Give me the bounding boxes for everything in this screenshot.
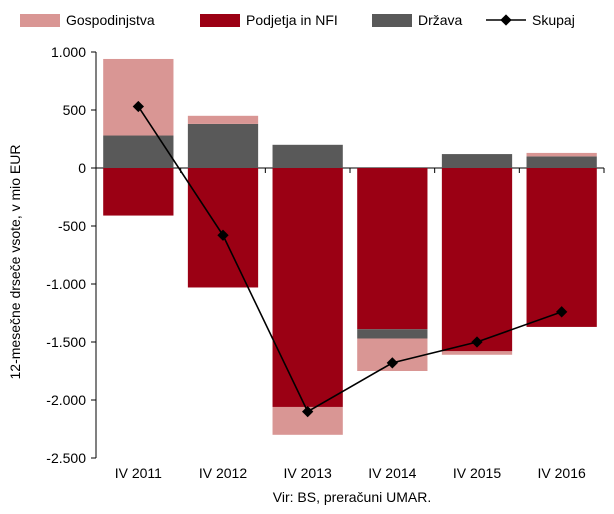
bar-podjetja-in-nfi [187,168,259,288]
total-point [556,306,568,318]
total-point [217,229,229,241]
x-tick-label: IV 2014 [368,465,416,481]
bar-podjetja-in-nfi [357,168,428,330]
total-line-path [137,106,562,413]
y-tick-label: -2.000 [46,392,86,408]
y-tick-label: 0 [78,160,86,176]
bar-država [272,144,343,168]
x-tick-label: IV 2015 [453,465,501,481]
total-point [471,336,483,348]
legend-item: Država [372,12,463,28]
legend-swatch [20,14,60,27]
y-axis: 1.000 500 0 -500 -1.000 -1.500 -2.000 -2.500 [46,44,97,466]
legend-label: Skupaj [532,12,575,28]
bar-podjetja-in-nfi [441,168,513,352]
legend-item: Gospodinjstva [20,12,155,28]
y-tick-label: -1.000 [46,276,86,292]
bar-gospodinjstva [103,58,174,136]
x-axis: IV 2011 IV 2012 IV 2013 IV 2014 IV 2015 IV 20… [95,167,605,481]
y-tick-label: 500 [63,102,87,118]
legend: Gospodinjstva Podjetja in NFI Država Skupaj [20,12,575,28]
bar-podjetja-in-nfi [103,168,174,216]
y-axis-title: 12-mesečne drseče vsote, v mio EUR [7,145,23,380]
legend-swatch [200,14,240,27]
y-tick-label: -1.500 [46,334,86,350]
bar-država [526,156,597,168]
bar-gospodinjstva [441,351,513,355]
bar-gospodinjstva [526,152,597,157]
legend-label: Podjetja in NFI [246,12,338,28]
source-note: Vir: BS, preračuni UMAR. [273,489,431,505]
bar-država [103,135,174,168]
x-tick-label: IV 2013 [284,465,332,481]
bar-podjetja-in-nfi [272,168,343,407]
x-tick-label: IV 2011 [115,465,162,481]
bar-gospodinjstva [187,115,259,124]
y-tick-label: 1.000 [51,44,86,60]
bar-država [357,329,428,339]
x-tick-label: IV 2016 [538,465,586,481]
bar-država [187,123,259,168]
legend-label: Gospodinjstva [66,12,155,28]
total-point [302,405,314,418]
legend-swatch [372,14,412,27]
bar-država [441,154,513,168]
bar-podjetja-in-nfi [526,168,597,327]
total-line [132,100,568,418]
legend-marker [500,14,512,26]
x-tick-label: IV 2012 [199,465,247,481]
legend-item: Podjetja in NFI [200,12,338,28]
y-tick-label: -500 [58,218,86,234]
y-tick-label: -2.500 [46,450,86,466]
total-point [386,357,398,369]
bars [103,58,597,435]
legend-item: Skupaj [486,12,575,28]
legend-label: Država [418,12,463,28]
